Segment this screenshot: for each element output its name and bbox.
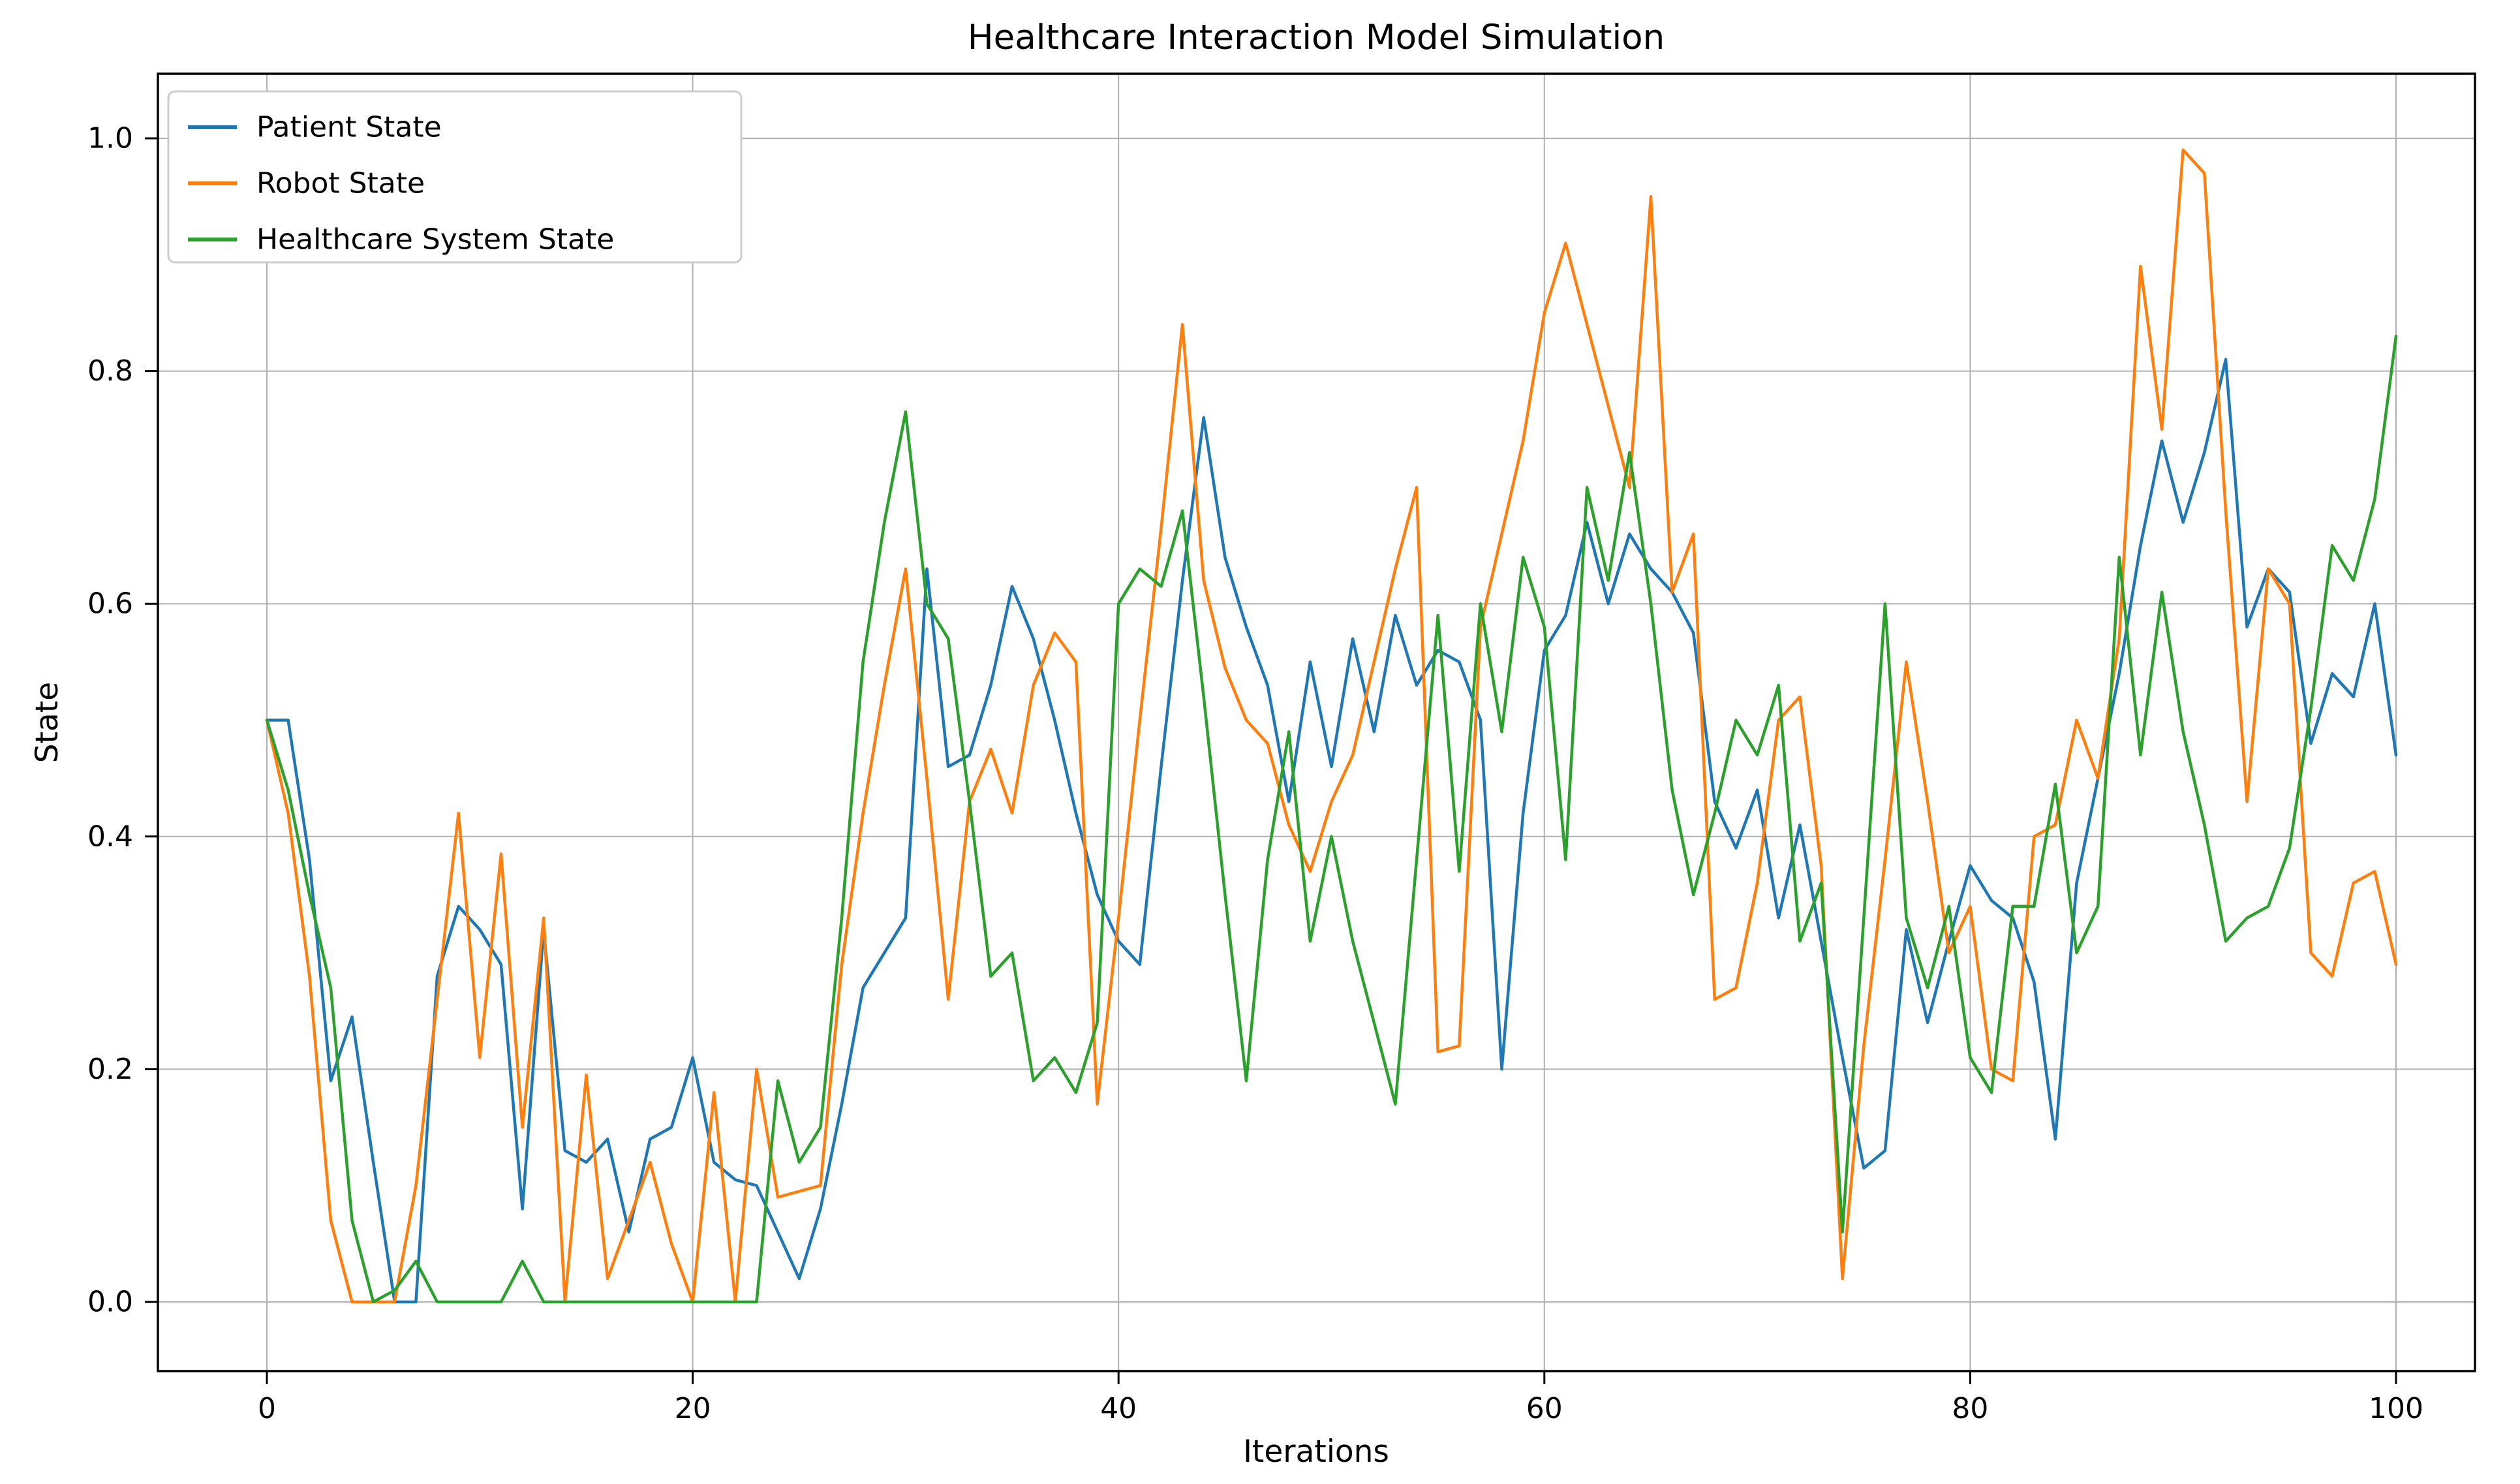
y-tick-label-0.6: 0.6 xyxy=(87,587,133,621)
x-axis-label: Iterations xyxy=(1243,1434,1389,1470)
axis-tick-labels: 0 20 40 60 80 100 0.0 0.2 0.4 0.6 0.8 1.0 xyxy=(87,122,2423,1426)
series-line-robot-state xyxy=(265,148,2398,1304)
legend: Patient State Robot State Healthcare Sys… xyxy=(167,90,743,264)
legend-label-robot-state: Robot State xyxy=(256,167,425,200)
y-tick-label-0.8: 0.8 xyxy=(87,354,133,388)
axis-ticks xyxy=(145,137,2397,1384)
x-tick-label-0: 0 xyxy=(258,1392,276,1425)
legend-box xyxy=(167,90,743,264)
plot-spines xyxy=(157,72,2476,1372)
y-tick-label-0.2: 0.2 xyxy=(87,1053,133,1086)
series-line-patient-state xyxy=(265,358,2398,1304)
x-tick-label-40: 40 xyxy=(1100,1392,1137,1425)
series-line-healthcare-system-state xyxy=(265,334,2398,1304)
legend-label-patient-state: Patient State xyxy=(256,111,442,144)
data-series-lines xyxy=(265,148,2398,1304)
legend-label-healthcare-system-state: Healthcare System State xyxy=(256,223,614,256)
y-tick-label-0.0: 0.0 xyxy=(87,1286,133,1319)
x-tick-label-80: 80 xyxy=(1952,1392,1988,1425)
x-tick-label-100: 100 xyxy=(2369,1392,2423,1425)
gridlines xyxy=(158,74,2475,1371)
y-tick-label-0.4: 0.4 xyxy=(87,820,133,853)
x-tick-label-20: 20 xyxy=(675,1392,711,1425)
chart-title: Healthcare Interaction Model Simulation xyxy=(968,18,1665,57)
x-tick-label-60: 60 xyxy=(1526,1392,1563,1425)
y-tick-label-1.0: 1.0 xyxy=(87,122,133,155)
y-axis-label: State xyxy=(29,682,65,763)
